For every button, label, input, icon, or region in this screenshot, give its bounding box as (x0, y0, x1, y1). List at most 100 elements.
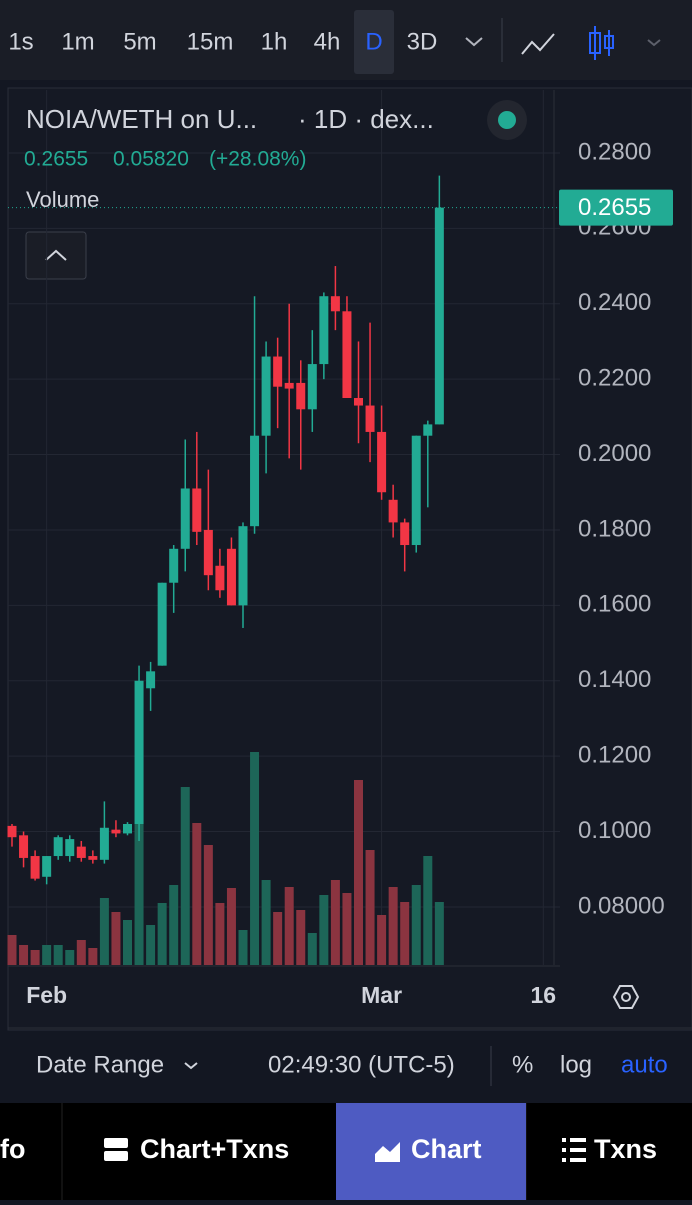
symbol-title: NOIA/WETH on U... (26, 104, 257, 134)
candle-body (434, 207, 444, 425)
volume-bar (354, 780, 363, 965)
settings-icon-center (621, 992, 631, 1002)
volume-bar (180, 787, 190, 965)
volume-bar (88, 948, 98, 965)
candle-body (134, 680, 144, 825)
y-tick-label: 0.1000 (578, 817, 651, 844)
log-toggle[interactable]: log (560, 1051, 592, 1078)
chart-type-menu[interactable] (647, 39, 661, 47)
tab-icon (570, 1138, 586, 1142)
volume-bar (434, 902, 444, 965)
y-tick-label: 0.1600 (578, 591, 651, 618)
auto-toggle[interactable]: auto (621, 1051, 668, 1078)
tab-icon (570, 1148, 586, 1152)
interval-button[interactable]: 4h (314, 28, 341, 55)
volume-bar (53, 945, 63, 965)
tab[interactable]: Chart (411, 1134, 482, 1164)
candle-body (411, 435, 421, 546)
volume-bar (134, 800, 144, 965)
candle-body (226, 548, 236, 606)
interval-button[interactable]: 1h (261, 28, 288, 55)
line-chart-icon[interactable] (521, 33, 555, 55)
volume-bar (7, 935, 17, 965)
interval-button[interactable]: 15m (187, 28, 234, 55)
legend-change-pct: (+28.08%) (209, 148, 306, 171)
last-price-badge (559, 189, 673, 226)
percent-toggle[interactable]: % (512, 1051, 533, 1078)
volume-bar (19, 945, 29, 965)
interval-button[interactable]: 3D (407, 28, 438, 55)
volume-bar (99, 898, 109, 965)
candle-body (146, 671, 156, 689)
candle-body (19, 835, 29, 858)
interval-button[interactable]: 1s (8, 28, 33, 55)
y-tick-label: 0.1400 (578, 666, 651, 693)
interval-button[interactable]: 5m (123, 28, 156, 55)
tab[interactable]: Chart+Txns (140, 1134, 289, 1164)
candle-body (377, 431, 387, 493)
volume-bar (400, 902, 410, 965)
volume-bar (411, 885, 421, 965)
candle-body (250, 435, 260, 527)
volume-bar (250, 752, 260, 965)
interval-button[interactable]: D (365, 28, 382, 55)
date-range[interactable]: Date Range (36, 1051, 164, 1078)
candle-body (330, 296, 340, 312)
candle-body (319, 296, 329, 365)
candle-body (238, 526, 248, 606)
candle-body (99, 827, 109, 860)
candle-body (7, 825, 17, 838)
interval-button[interactable]: 1m (61, 28, 94, 55)
volume-bar (226, 888, 236, 965)
status-dot (498, 111, 516, 129)
volume-bar (157, 903, 167, 965)
candle-body (42, 856, 52, 877)
volume-bar (284, 887, 294, 965)
y-tick-label: 0.08000 (578, 892, 665, 919)
volume-label: Volume (26, 187, 99, 212)
volume-bar (65, 950, 75, 965)
volume-bar (423, 856, 433, 965)
plot (7, 90, 560, 965)
tab[interactable]: Txns (594, 1134, 657, 1164)
candle-chart-icon[interactable] (589, 26, 614, 60)
collapse-button[interactable] (25, 231, 87, 280)
volume-bar (146, 925, 156, 965)
tab-icon (562, 1138, 566, 1142)
candle-body (180, 488, 190, 549)
legend-price: 0.2655 (24, 148, 88, 171)
candle-body (296, 382, 306, 410)
tab[interactable]: fo (0, 1134, 25, 1164)
volume-bar (261, 880, 271, 965)
candle-body (203, 529, 213, 576)
candle-body (192, 488, 202, 532)
toolbar-bg (0, 0, 692, 80)
candle-body (30, 856, 40, 879)
candle-body (215, 565, 225, 591)
volume-bar (307, 933, 317, 965)
candle-body (342, 311, 352, 399)
y-tick-label: 0.2000 (578, 440, 651, 467)
active-interval-bg (354, 10, 394, 74)
volume-bar (273, 912, 283, 965)
x-tick-label: Feb (26, 982, 67, 1008)
tab-icon (562, 1148, 566, 1152)
y-tick-label: 0.2400 (578, 289, 651, 316)
collapse-icon (45, 249, 67, 261)
candle-body (111, 829, 121, 834)
tab-icon (104, 1138, 128, 1148)
tab-icon (570, 1158, 586, 1162)
tab-icon (375, 1142, 400, 1162)
x-tick-label: 16 (531, 982, 557, 1008)
volume-bar (296, 910, 306, 965)
y-tick-label: 0.2200 (578, 364, 651, 391)
tab-icon (562, 1158, 566, 1162)
clock: 02:49:30 (UTC-5) (268, 1051, 455, 1078)
volume-bar (169, 885, 179, 965)
candle-body (88, 856, 98, 860)
interval-menu[interactable] (465, 37, 483, 47)
volume-bar (388, 887, 398, 965)
settings-icon[interactable] (612, 985, 640, 1009)
